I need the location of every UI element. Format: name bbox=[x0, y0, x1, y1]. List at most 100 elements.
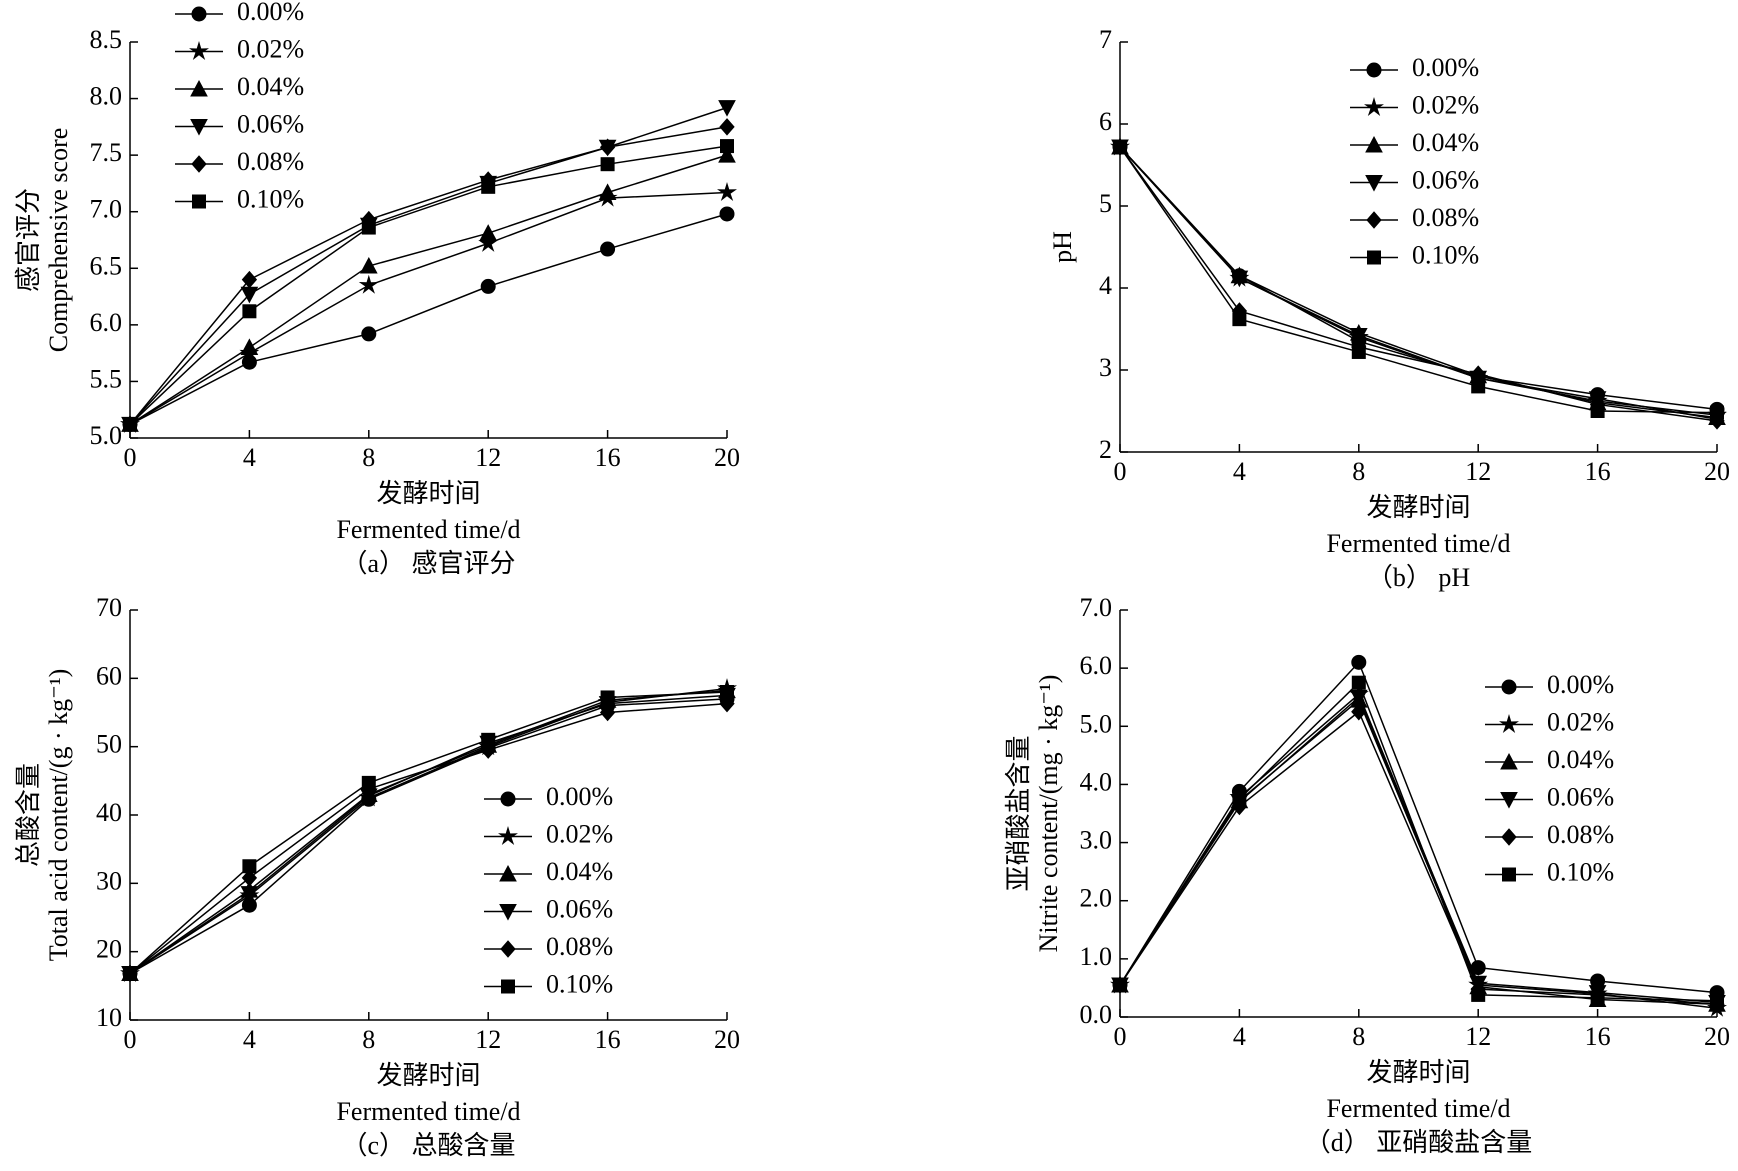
marker bbox=[720, 139, 734, 154]
x-axis-label: Fermented time/d bbox=[1326, 1094, 1510, 1123]
marker bbox=[361, 326, 377, 342]
y-tick-label: 3 bbox=[1099, 353, 1112, 382]
legend: 0.00% 0.02% 0.04% 0.06% 0.08% 0.10% bbox=[484, 782, 613, 998]
x-tick-label: 0 bbox=[1114, 457, 1127, 486]
x-axis-label: Fermented time/d bbox=[336, 1097, 520, 1126]
series-line bbox=[1119, 146, 1718, 419]
legend-label: 0.06% bbox=[546, 894, 613, 923]
legend: 0.00% 0.02% 0.04% 0.06% 0.08% 0.10% bbox=[1350, 53, 1479, 269]
x-tick-label: 12 bbox=[1465, 1022, 1491, 1051]
marker bbox=[481, 732, 496, 747]
y-tick-label: 7.0 bbox=[1080, 593, 1113, 622]
marker bbox=[1113, 139, 1127, 154]
marker bbox=[1349, 328, 1368, 345]
x-tick-label: 20 bbox=[714, 1025, 740, 1054]
legend-marker bbox=[1367, 250, 1381, 265]
marker bbox=[1590, 404, 1605, 418]
legend-marker bbox=[1501, 828, 1517, 846]
chart-caption: （b） pH bbox=[1367, 563, 1471, 592]
marker bbox=[1351, 675, 1366, 690]
series-line bbox=[129, 126, 728, 425]
marker bbox=[361, 775, 376, 790]
series-line bbox=[129, 213, 728, 426]
y-tick-label: 5 bbox=[1099, 189, 1112, 218]
y-tick-label: 4.0 bbox=[1080, 767, 1113, 796]
marker bbox=[719, 118, 735, 136]
legend-marker bbox=[499, 904, 517, 921]
marker bbox=[241, 354, 257, 370]
y-tick-label: 40 bbox=[96, 798, 122, 827]
y-tick-label: 5.0 bbox=[90, 421, 123, 450]
legend-label: 0.02% bbox=[1412, 90, 1479, 119]
legend-marker bbox=[189, 41, 209, 60]
marker bbox=[1351, 654, 1367, 670]
series-line bbox=[129, 154, 728, 426]
legend-label: 0.00% bbox=[1547, 670, 1614, 699]
y-axis-label: 亚硝酸盐含量 bbox=[1004, 735, 1033, 891]
x-axis-label: Fermented time/d bbox=[1326, 529, 1510, 558]
marker bbox=[599, 138, 616, 156]
legend-label: 0.08% bbox=[546, 932, 613, 961]
chart-panel: 0.0 1.0 2.0 3.0 4.0 5.0 6.0 7.0 0 4 8 12 16 20 发酵时间 Fer… bbox=[1004, 593, 1730, 1157]
y-tick-label: 8.5 bbox=[90, 25, 123, 54]
marker bbox=[1113, 978, 1127, 993]
y-tick-label: 2 bbox=[1099, 435, 1112, 464]
x-tick-label: 4 bbox=[1233, 457, 1246, 486]
legend-marker bbox=[1501, 679, 1517, 695]
y-axis-label: Total acid content/(g · kg⁻¹) bbox=[44, 669, 73, 962]
y-tick-label: 5.0 bbox=[1080, 709, 1113, 738]
series-line bbox=[129, 698, 728, 975]
x-axis-label: 发酵时间 bbox=[1366, 1058, 1470, 1087]
y-tick-label: 7.0 bbox=[90, 195, 123, 224]
legend-label: 0.04% bbox=[1412, 128, 1479, 157]
marker bbox=[719, 206, 735, 222]
x-tick-label: 8 bbox=[362, 1025, 375, 1054]
y-tick-label: 0.0 bbox=[1080, 1000, 1113, 1029]
marker bbox=[1471, 379, 1486, 394]
legend-marker bbox=[191, 155, 207, 173]
x-tick-label: 20 bbox=[1704, 1022, 1730, 1051]
marker bbox=[480, 278, 496, 294]
marker bbox=[241, 270, 258, 289]
y-tick-label: 7.5 bbox=[90, 138, 123, 167]
x-tick-label: 16 bbox=[1585, 1022, 1611, 1051]
legend-label: 0.10% bbox=[1547, 857, 1614, 886]
marker bbox=[242, 859, 257, 874]
legend-label: 0.08% bbox=[237, 147, 304, 176]
marker bbox=[479, 224, 498, 241]
legend: 0.00% 0.02% 0.04% 0.06% 0.08% 0.10% bbox=[175, 0, 304, 213]
marker bbox=[1232, 312, 1247, 327]
y-tick-label: 60 bbox=[96, 661, 122, 690]
marker bbox=[718, 146, 736, 163]
legend-label: 0.04% bbox=[546, 857, 613, 886]
legend-marker bbox=[1502, 867, 1516, 882]
series-line bbox=[129, 191, 728, 426]
x-tick-label: 12 bbox=[475, 1025, 501, 1054]
y-axis-label: Comprehensive score bbox=[44, 128, 73, 353]
chart-caption: （d） 亚硝酸盐含量 bbox=[1305, 1128, 1533, 1157]
legend-marker bbox=[1366, 62, 1382, 78]
marker bbox=[720, 685, 734, 699]
legend-label: 0.06% bbox=[1547, 782, 1614, 811]
marker bbox=[1232, 791, 1247, 806]
marker bbox=[1710, 405, 1724, 420]
series-line bbox=[129, 687, 728, 975]
chart-caption: （c） 总酸含量 bbox=[341, 1131, 515, 1160]
marker bbox=[240, 338, 259, 355]
marker bbox=[1471, 987, 1486, 1002]
legend-marker bbox=[190, 79, 208, 97]
legend-label: 0.02% bbox=[546, 819, 613, 848]
legend-marker bbox=[1500, 792, 1518, 809]
y-tick-label: 30 bbox=[96, 866, 122, 895]
legend-marker bbox=[501, 979, 515, 994]
x-tick-label: 16 bbox=[595, 1025, 621, 1054]
series-line bbox=[1119, 146, 1718, 422]
marker bbox=[1710, 993, 1724, 1008]
x-axis-label: 发酵时间 bbox=[376, 1061, 480, 1090]
chart-panel: 10 20 30 40 50 60 70 0 4 8 12 16 20 发酵时间 Fermented tim… bbox=[14, 593, 740, 1160]
marker bbox=[599, 703, 616, 722]
legend-marker bbox=[499, 864, 517, 882]
marker bbox=[481, 179, 496, 194]
y-tick-label: 20 bbox=[96, 935, 122, 964]
